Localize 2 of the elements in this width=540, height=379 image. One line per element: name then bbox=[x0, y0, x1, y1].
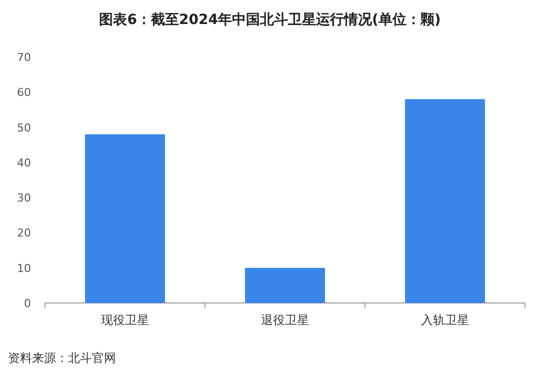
title: 图表6：截至2024年中国北斗卫星运行情况(单位：颗) bbox=[99, 12, 441, 28]
annotation: 资料来源：北斗官网 bbox=[8, 351, 116, 365]
